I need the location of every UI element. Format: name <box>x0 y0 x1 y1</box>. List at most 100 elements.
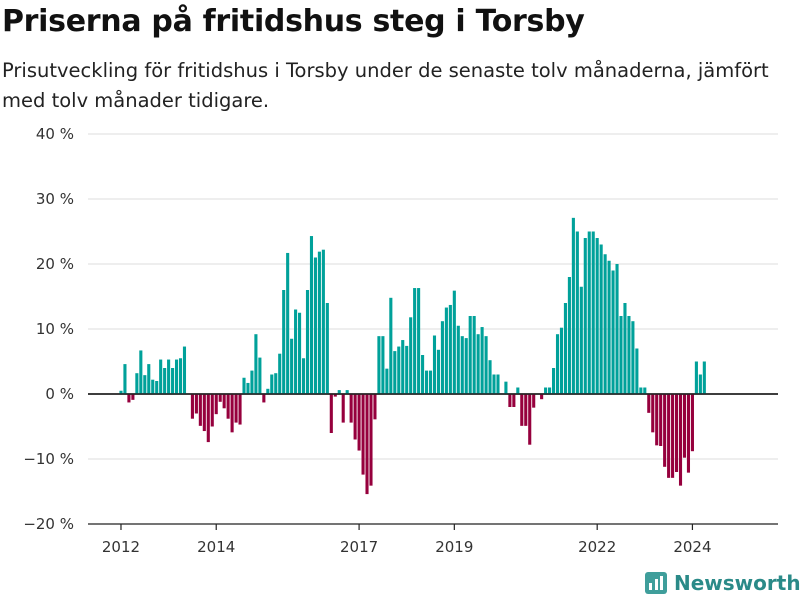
bar <box>238 394 242 425</box>
bar <box>686 394 691 473</box>
bar <box>456 325 460 394</box>
bar <box>611 270 615 394</box>
bar <box>667 394 671 478</box>
bar <box>305 290 310 394</box>
bar <box>488 360 492 394</box>
bar <box>496 374 500 394</box>
bar <box>385 368 389 394</box>
bar <box>544 387 548 394</box>
bar <box>226 394 230 419</box>
y-tick-label: 0 % <box>45 385 74 403</box>
bar <box>194 394 198 414</box>
bar <box>619 316 623 394</box>
bar <box>218 394 222 402</box>
bar <box>651 394 655 433</box>
bar <box>516 387 520 394</box>
bar <box>675 394 679 472</box>
bar <box>615 264 619 394</box>
bar <box>448 304 452 394</box>
newsworthy-logo-icon <box>645 572 667 594</box>
x-tick-label: 2022 <box>578 538 616 556</box>
bar <box>659 394 663 446</box>
bar <box>369 394 373 486</box>
bar <box>520 394 524 426</box>
bar <box>294 309 298 394</box>
bar <box>171 368 175 394</box>
bar <box>698 374 702 394</box>
bar <box>436 349 440 394</box>
x-axis: 2012 2014 2017 2019 2022 2024 <box>88 523 778 556</box>
bar <box>270 374 274 394</box>
bar <box>432 335 437 394</box>
bar <box>452 290 456 394</box>
brand[interactable]: Newsworthy <box>645 568 800 598</box>
bar <box>254 334 258 394</box>
bar <box>357 394 361 451</box>
y-tick-label: 40 % <box>36 125 74 143</box>
bar <box>127 394 131 403</box>
x-tick-label: 2024 <box>673 538 711 556</box>
x-tick-label: 2012 <box>102 538 140 556</box>
bar <box>603 254 607 394</box>
bar <box>329 394 333 433</box>
y-tick-label: 10 % <box>36 320 74 338</box>
bar <box>472 316 476 394</box>
bar <box>464 338 468 394</box>
bar <box>135 373 139 394</box>
bar <box>242 377 246 394</box>
bar <box>139 350 143 394</box>
bar <box>282 290 286 394</box>
x-tick-label: 2019 <box>435 538 473 556</box>
bar <box>591 231 595 394</box>
bar <box>492 374 496 394</box>
bar <box>555 334 560 394</box>
bar <box>230 394 234 433</box>
y-tick-label: 20 % <box>36 255 74 273</box>
bar <box>540 394 544 400</box>
bar <box>682 394 687 458</box>
bar <box>321 249 325 394</box>
bar <box>476 334 480 394</box>
bar <box>694 361 698 394</box>
bar <box>202 394 206 432</box>
bar <box>413 288 417 394</box>
bar <box>337 390 341 394</box>
bar <box>575 231 579 394</box>
bar <box>647 394 651 413</box>
bar <box>551 368 556 394</box>
bar <box>234 394 238 423</box>
bar <box>119 390 123 394</box>
bar <box>389 297 393 394</box>
bars <box>88 217 778 495</box>
bar <box>663 394 667 467</box>
bar <box>702 361 706 394</box>
y-tick-label: 30 % <box>36 190 74 208</box>
bar <box>631 321 635 394</box>
bar <box>635 348 639 394</box>
bar <box>313 257 317 394</box>
bar <box>182 346 187 394</box>
y-tick-label: −10 % <box>23 450 74 468</box>
bar <box>266 388 270 394</box>
chart-subtitle: Prisutveckling för fritidshus i Torsby u… <box>2 59 769 112</box>
bar <box>627 316 631 394</box>
y-axis-labels: −20 % −10 % 0 % 10 % 20 % 30 % 40 % <box>23 125 74 533</box>
bar <box>345 390 349 394</box>
bar <box>381 336 385 394</box>
bar <box>532 394 536 408</box>
bar <box>571 217 575 394</box>
bar <box>425 370 429 394</box>
bar <box>325 303 329 394</box>
bar <box>587 231 591 394</box>
bar <box>163 368 167 394</box>
bar <box>599 244 603 394</box>
bar <box>361 394 365 475</box>
bar <box>298 312 302 394</box>
bar <box>623 303 627 394</box>
bar <box>440 321 444 394</box>
bar <box>147 364 151 394</box>
grid-lines <box>88 133 778 525</box>
bar <box>409 317 413 394</box>
bar <box>528 394 532 445</box>
